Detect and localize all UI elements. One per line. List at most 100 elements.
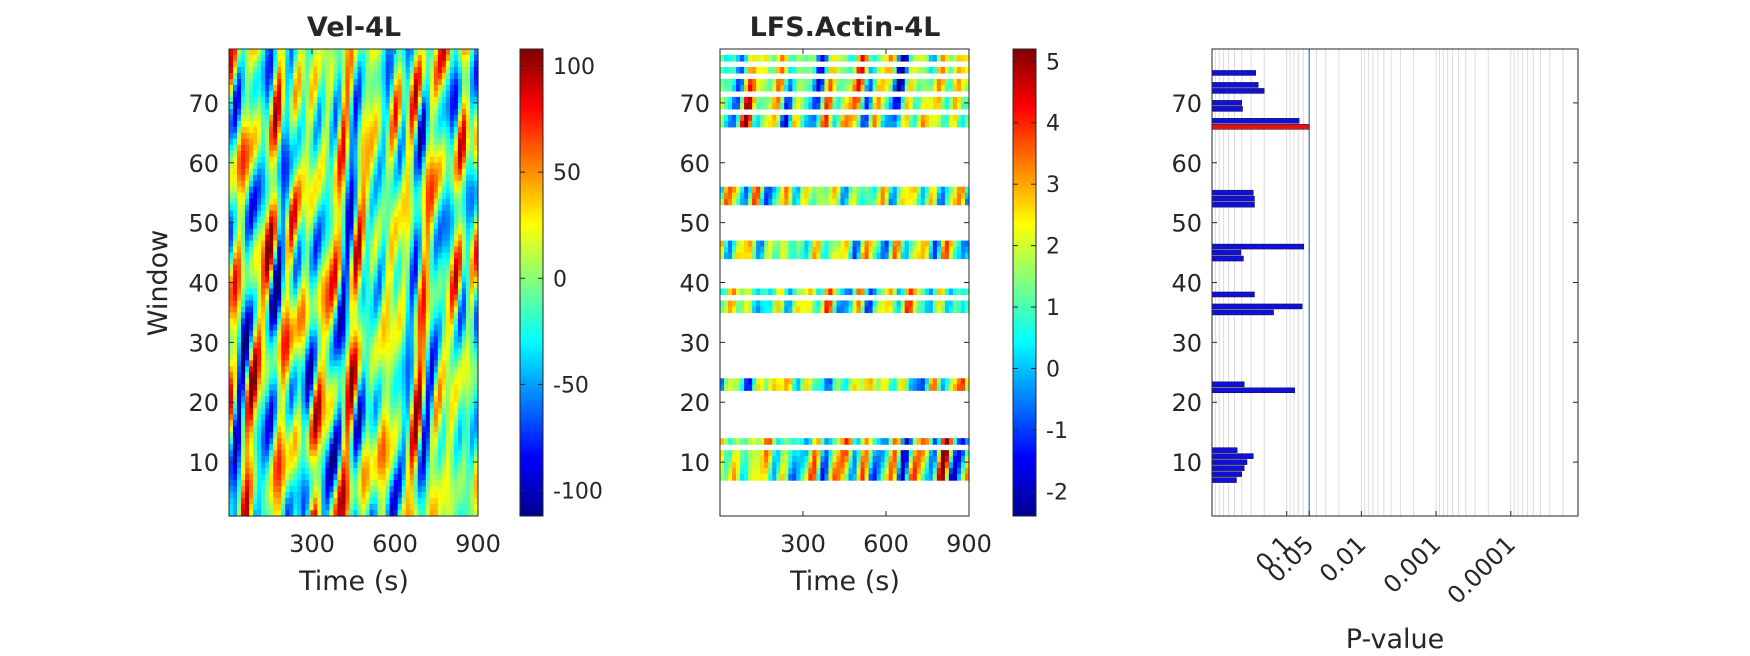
heatmap-cell: [413, 198, 419, 206]
y-tick-label: 60: [188, 150, 219, 178]
heatmap-cell: [253, 204, 258, 212]
heatmap-cell: [233, 240, 238, 248]
heatmap-cell: [257, 108, 262, 116]
heatmap-cell: [369, 342, 375, 349]
heatmap-cell: [405, 246, 411, 254]
heatmap-cell: [249, 366, 254, 373]
heatmap-cell: [309, 204, 314, 212]
heatmap-cell: [469, 312, 475, 320]
heatmap-cell: [453, 162, 459, 170]
heatmap-cell: [229, 216, 234, 224]
heatmap-cell: [249, 456, 254, 463]
heatmap-cell: [233, 330, 238, 337]
heatmap-cell: [417, 216, 423, 224]
heatmap-cell: [309, 132, 314, 140]
heatmap-cell: [329, 258, 335, 266]
heatmap-cell: [269, 480, 274, 487]
heatmap-cell: [409, 138, 415, 146]
heatmap-cell: [289, 186, 294, 194]
heatmap-cell: [237, 486, 242, 493]
heatmap-cell: [445, 384, 451, 391]
heatmap-cell: [297, 510, 302, 517]
heatmap-cell: [241, 360, 246, 367]
heatmap-cell: [361, 372, 367, 379]
heatmap-cell: [445, 402, 451, 409]
heatmap-cell: [333, 408, 339, 415]
heatmap-cell: [313, 168, 318, 176]
heatmap-cell: [349, 60, 355, 68]
heatmap-cell: [421, 426, 427, 433]
heatmap-cell: [269, 222, 274, 230]
heatmap-cell: [425, 216, 431, 224]
heatmap-cell: [373, 444, 379, 451]
heatmap-cell: [317, 49, 322, 56]
heatmap-cell: [237, 60, 242, 68]
heatmap-cell: [421, 498, 427, 505]
heatmap-cell: [277, 480, 282, 487]
heatmap-cell: [257, 504, 262, 511]
heatmap-cell: [409, 162, 415, 170]
heatmap-cell: [273, 414, 278, 421]
heatmap-cell: [453, 324, 459, 331]
heatmap-cell: [277, 108, 282, 116]
heatmap-cell: [313, 90, 318, 98]
heatmap-cell: [269, 168, 274, 176]
heatmap-cell: [377, 432, 383, 439]
heatmap-cell: [349, 282, 355, 290]
heatmap-cell: [377, 336, 383, 343]
heatmap-cell: [245, 234, 250, 242]
heatmap-cell: [421, 288, 427, 296]
heatmap-cell: [265, 318, 270, 326]
heatmap-cell: [305, 84, 310, 92]
heatmap-cell: [393, 156, 399, 164]
heatmap-cell: [425, 258, 431, 266]
heatmap-cell: [413, 348, 419, 355]
heatmap-cell: [321, 264, 326, 272]
heatmap-cell: [425, 234, 431, 242]
heatmap-cell: [365, 84, 371, 92]
heatmap-cell: [405, 402, 411, 409]
heatmap-cell: [321, 270, 326, 278]
heatmap-cell: [473, 348, 479, 355]
heatmap-cell: [353, 90, 359, 98]
heatmap-cell: [269, 150, 274, 158]
heatmap-cell: [253, 270, 258, 278]
heatmap-cell: [389, 414, 395, 421]
heatmap-cell: [325, 372, 331, 379]
heatmap-cell: [369, 258, 375, 266]
heatmap-cell: [269, 198, 274, 206]
heatmap-cell: [309, 186, 314, 194]
heatmap-cell: [253, 438, 258, 445]
heatmap-cell: [233, 96, 238, 104]
heatmap-cell: [317, 240, 322, 248]
heatmap-cell: [257, 234, 262, 242]
heatmap-cell: [249, 426, 254, 433]
heatmap-cell: [321, 54, 326, 62]
heatmap-cell: [325, 174, 331, 182]
heatmap-cell: [321, 354, 326, 361]
heatmap-cell: [453, 210, 459, 218]
heatmap-cell: [273, 384, 278, 391]
heatmap-cell: [421, 66, 427, 74]
heatmap-cell: [313, 408, 318, 415]
heatmap-cell: [453, 504, 459, 511]
heatmap-cell: [361, 300, 367, 308]
heatmap-cell: [237, 468, 242, 475]
heatmap-cell: [289, 498, 294, 505]
heatmap-cell: [365, 180, 371, 188]
heatmap-cell: [265, 408, 270, 415]
heatmap-cell: [381, 408, 387, 415]
heatmap-cell: [381, 426, 387, 433]
heatmap-cell: [469, 204, 475, 212]
heatmap-cell: [289, 114, 294, 122]
heatmap-cell: [345, 288, 351, 296]
heatmap-cell: [417, 420, 423, 427]
heatmap-cell: [245, 54, 250, 62]
heatmap-cell: [277, 444, 282, 451]
heatmap-cell: [241, 300, 246, 308]
heatmap-cell: [385, 336, 391, 343]
heatmap-cell: [425, 60, 431, 68]
heatmap-cell: [241, 492, 246, 499]
heatmap-cell: [397, 270, 403, 278]
heatmap-cell: [461, 468, 467, 475]
